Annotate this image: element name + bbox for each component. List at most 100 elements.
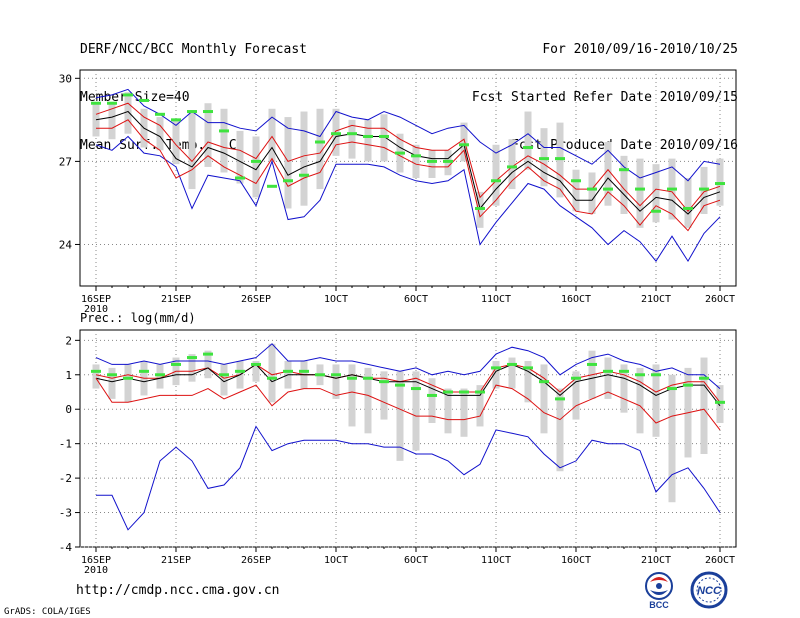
spread-box <box>428 378 436 423</box>
header-right: For 2010/09/16-2010/10/25 Fcst Started R… <box>472 10 738 170</box>
spread-box <box>636 158 644 228</box>
spread-box <box>396 371 404 461</box>
y-tick-label: -4 <box>59 541 73 554</box>
observed-mark <box>427 159 437 163</box>
x-tick-label: 1OCT <box>324 294 348 305</box>
spread-box <box>492 361 500 389</box>
observed-mark <box>507 362 517 366</box>
spread-box <box>124 92 132 134</box>
observed-mark <box>107 101 117 105</box>
chart-title: DERF/NCC/BCC Monthly Forecast <box>80 42 307 57</box>
observed-mark <box>683 383 693 387</box>
spread-box <box>668 374 676 503</box>
observed-mark <box>219 373 229 377</box>
observed-mark <box>475 206 485 210</box>
observed-mark <box>507 165 517 169</box>
observed-mark <box>91 101 101 105</box>
observed-mark <box>267 376 277 380</box>
spread-box <box>540 364 548 434</box>
observed-mark <box>667 187 677 191</box>
x-tick-label: 21SEP <box>161 294 191 305</box>
series-line-mean <box>95 363 721 407</box>
y-tick-label: -1 <box>59 438 72 451</box>
started-date: Fcst Started Refer Date 2010/09/15 <box>471 90 738 105</box>
spread-box <box>460 388 468 437</box>
spread-box <box>652 164 660 223</box>
spread-box <box>332 364 340 399</box>
series-line-lower <box>96 119 721 232</box>
x-tick-label: 26SEP <box>241 555 271 566</box>
observed-mark <box>299 369 309 373</box>
spread-box <box>364 367 372 434</box>
observed-mark <box>539 157 549 161</box>
x-tick-label: 11OCT <box>481 294 511 305</box>
observed-mark <box>427 393 437 397</box>
spread-box <box>412 371 420 451</box>
spread-box <box>508 139 516 190</box>
y-tick-label: -2 <box>59 472 72 485</box>
spread-box <box>92 103 100 137</box>
spread-box <box>236 130 244 184</box>
observed-mark <box>699 376 709 380</box>
bcc-logo-text: BCC <box>649 600 669 610</box>
spread-box <box>556 388 564 472</box>
observed-mark <box>139 369 149 373</box>
x-tick-label: 26SEP <box>241 294 271 305</box>
forecast-period: For 2010/09/16-2010/10/25 <box>542 42 738 57</box>
observed-mark <box>459 143 469 147</box>
observed-mark <box>491 179 501 183</box>
observed-mark <box>635 373 645 377</box>
series-line-min <box>96 425 721 531</box>
observed-mark <box>315 373 325 377</box>
series-line-mean <box>95 110 721 215</box>
observed-mark <box>347 376 357 380</box>
spread-box <box>252 361 260 382</box>
observed-mark <box>683 206 693 210</box>
observed-mark <box>555 397 565 401</box>
x-tick-label: 21OCT <box>641 294 671 305</box>
spread-box <box>652 364 660 437</box>
spread-box <box>268 343 276 403</box>
observed-mark <box>699 187 709 191</box>
x-tick-label: 21SEP <box>161 555 191 566</box>
spread-box <box>204 350 212 379</box>
spread-box <box>572 371 580 420</box>
spread-box <box>716 385 724 423</box>
observed-mark <box>523 366 533 370</box>
spread-box <box>604 142 612 206</box>
spread-box <box>508 357 516 389</box>
observed-mark <box>523 146 533 150</box>
spread-box <box>268 108 276 162</box>
spread-box <box>188 111 196 190</box>
y-tick-label: 30 <box>59 72 72 85</box>
observed-mark <box>155 112 165 116</box>
spread-box <box>620 364 628 413</box>
spread-box <box>284 117 292 209</box>
observed-mark <box>331 132 341 136</box>
spread-box <box>524 361 532 403</box>
y-tick-label: 0 <box>65 403 72 416</box>
observed-mark <box>171 362 181 366</box>
observed-mark <box>603 369 613 373</box>
observed-mark <box>395 383 405 387</box>
spread-box <box>604 357 612 399</box>
spread-box <box>348 119 356 159</box>
observed-mark <box>443 390 453 394</box>
observed-mark <box>619 369 629 373</box>
observed-mark <box>91 369 101 373</box>
observed-mark <box>571 179 581 183</box>
series-line-max <box>95 343 721 389</box>
spread-box <box>92 364 100 389</box>
observed-mark <box>475 390 485 394</box>
x-tick-label: 26OCT <box>705 294 735 305</box>
grads-credit: GrADS: COLA/IGES <box>4 607 91 617</box>
observed-mark <box>123 376 133 380</box>
series-line-min <box>95 88 721 182</box>
observed-mark <box>651 209 661 213</box>
observed-mark <box>187 356 197 360</box>
spread-box <box>220 364 228 396</box>
x-tick-label: 26OCT <box>705 555 735 566</box>
observed-mark <box>715 182 725 186</box>
spread-box <box>700 357 708 454</box>
observed-mark <box>219 129 229 133</box>
